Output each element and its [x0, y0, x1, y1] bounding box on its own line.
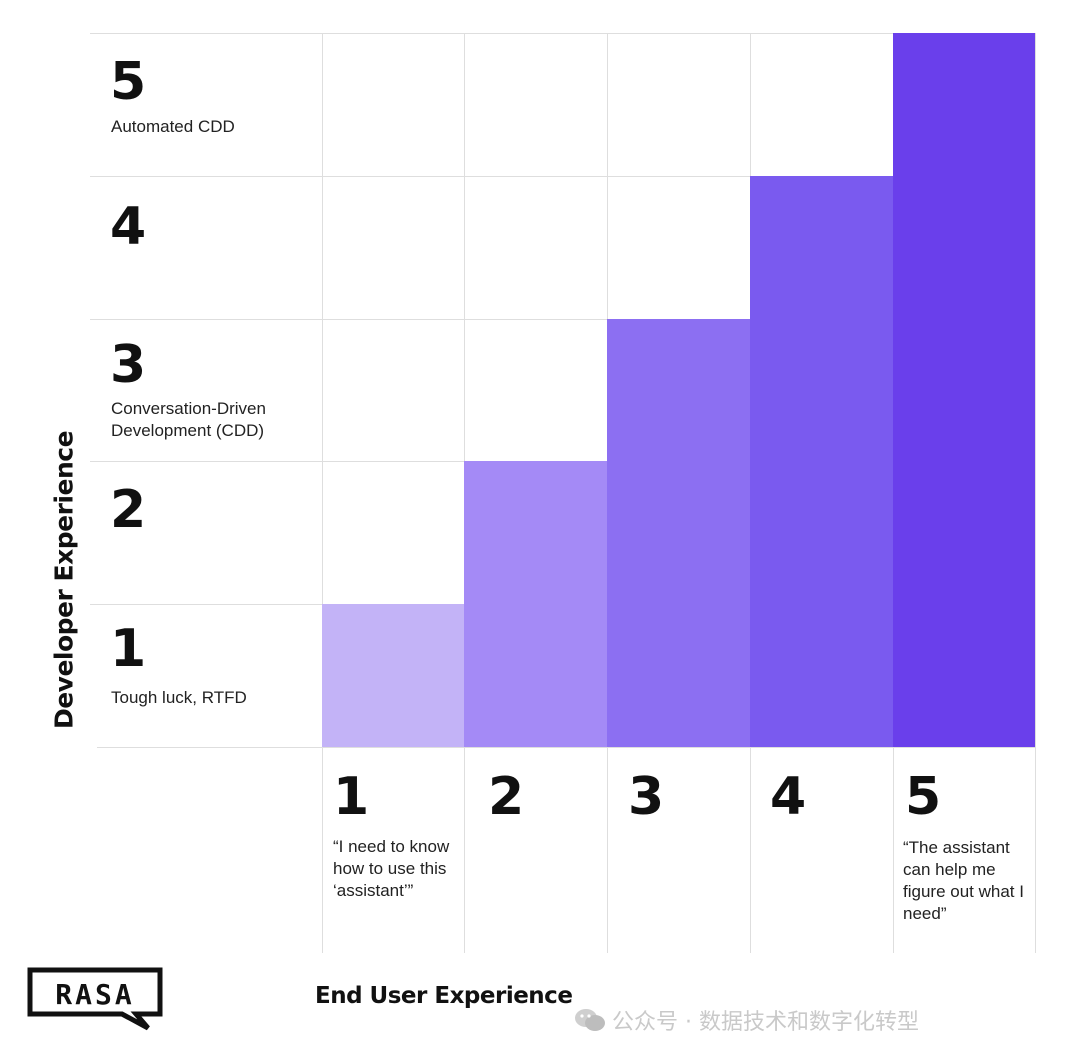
row-number: 4: [110, 197, 146, 257]
row-description: Tough luck, RTFD: [111, 688, 247, 707]
grid-line-horizontal: [90, 176, 1035, 177]
column-number: 5: [905, 767, 941, 827]
column-number: 3: [628, 767, 664, 827]
matrix-cell: [893, 319, 1035, 461]
logo-text: RASA: [55, 978, 134, 1011]
x-axis-title: End User Experience: [315, 983, 573, 1009]
rasa-logo: RASA: [26, 966, 166, 1032]
row-number: 1: [110, 619, 146, 679]
matrix-cell: [464, 461, 607, 604]
grid-line-vertical: [322, 33, 323, 953]
row-number: 3: [110, 335, 146, 395]
grid-line-horizontal: [97, 747, 1035, 748]
column-number: 2: [488, 767, 524, 827]
matrix-cell: [607, 604, 750, 747]
grid-line-horizontal: [90, 33, 1035, 34]
watermark-text: 公众号 · 数据技术和数字化转型: [612, 1010, 919, 1035]
grid-line-vertical: [1035, 33, 1036, 953]
row-number: 2: [110, 480, 146, 540]
matrix-cell: [607, 461, 750, 604]
matrix-cell: [750, 604, 893, 747]
matrix-cell: [893, 461, 1035, 604]
matrix-cell: [750, 176, 893, 319]
wechat-icon: [574, 1007, 606, 1039]
matrix-cell: [750, 461, 893, 604]
matrix-cell: [750, 319, 893, 461]
y-axis-title: Developer Experience: [49, 430, 79, 730]
matrix-cell: [893, 176, 1035, 319]
watermark: 公众号 · 数据技术和数字化转型: [574, 1004, 919, 1039]
row-description: Automated CDD: [111, 117, 235, 136]
matrix-cell: [464, 604, 607, 747]
rasa-logo-graphic: RASA: [27, 967, 163, 1031]
column-number: 4: [770, 767, 806, 827]
matrix-cell: [893, 604, 1035, 747]
grid-line-horizontal: [90, 319, 1035, 320]
column-description: “The assistant can help me figure out wh…: [903, 838, 1024, 923]
row-number: 5: [110, 52, 146, 112]
matrix-cell: [893, 33, 1035, 176]
column-description: “I need to know how to use this ‘assista…: [333, 837, 450, 900]
matrix-cell: [607, 319, 750, 461]
column-number: 1: [333, 767, 369, 827]
matrix-cell: [322, 604, 464, 747]
row-description: Conversation-Driven Development (CDD): [111, 399, 266, 440]
